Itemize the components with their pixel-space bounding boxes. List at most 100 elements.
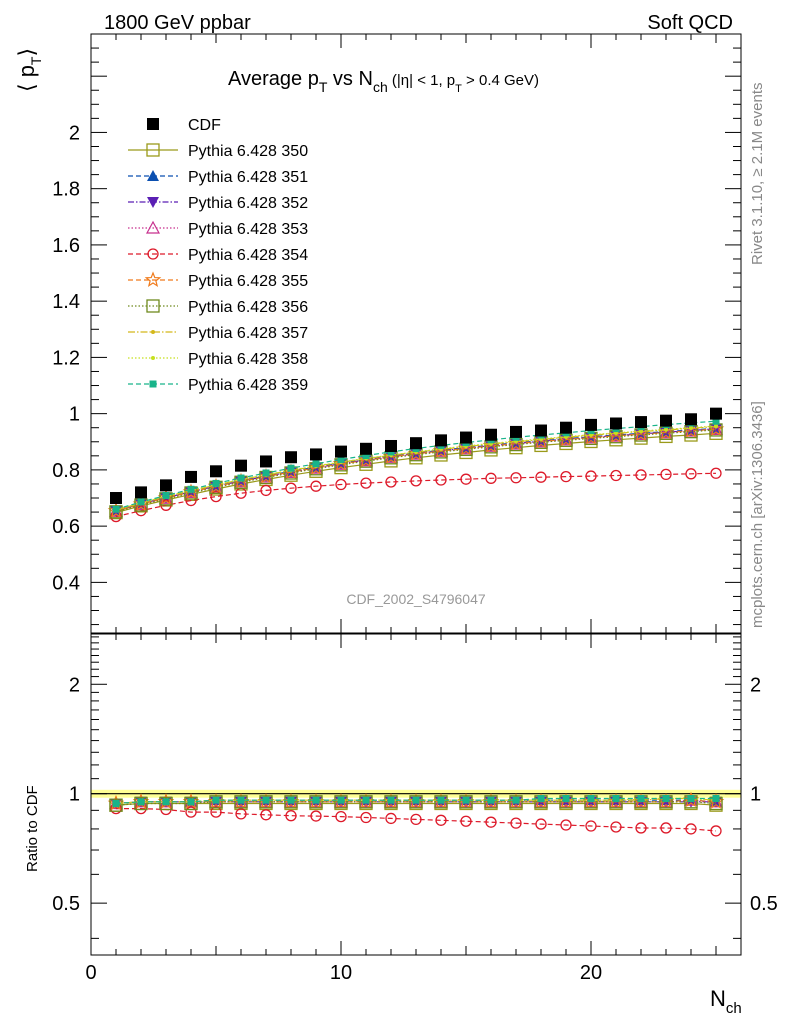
legend-entry: Pythia 6.428 355 bbox=[128, 271, 308, 290]
y-tick-label: 0.8 bbox=[52, 460, 80, 482]
ratio-point bbox=[309, 795, 323, 809]
ratio-point bbox=[262, 796, 270, 804]
legend-label: Pythia 6.428 352 bbox=[188, 195, 308, 212]
data-point bbox=[685, 468, 697, 480]
ratio-y-tick-label: 2 bbox=[69, 674, 80, 696]
ratio-point bbox=[432, 793, 450, 809]
series-pythia-4 bbox=[110, 467, 722, 523]
data-point bbox=[285, 482, 297, 494]
data-point bbox=[460, 473, 472, 485]
ratio-point bbox=[284, 795, 298, 809]
ratio-point bbox=[407, 793, 425, 809]
legend-label: Pythia 6.428 351 bbox=[188, 169, 308, 186]
ratio-point bbox=[312, 796, 320, 804]
data-point bbox=[210, 490, 222, 503]
ratio-point bbox=[712, 795, 720, 803]
ratio-point bbox=[384, 795, 398, 809]
legend: CDF Pythia 6.428 350 Pythia 6.428 351 Pythi… bbox=[128, 117, 308, 394]
ratio-point bbox=[412, 796, 420, 804]
data-point bbox=[362, 452, 370, 460]
legend-label: Pythia 6.428 358 bbox=[188, 351, 308, 368]
x-tick-label: 20 bbox=[580, 962, 602, 984]
watermark-label: CDF_2002_S4796047 bbox=[346, 591, 486, 607]
ratio-series-9 bbox=[112, 795, 720, 807]
data-point bbox=[335, 478, 347, 491]
data-point-cdf bbox=[535, 424, 547, 437]
legend-label: Pythia 6.428 359 bbox=[188, 377, 308, 394]
legend-entry: Pythia 6.428 350 bbox=[128, 143, 308, 160]
data-point bbox=[714, 424, 718, 429]
y-tick-label: 2 bbox=[69, 122, 80, 144]
ratio-point bbox=[159, 796, 173, 811]
ratio-point bbox=[507, 793, 525, 809]
ratio-point bbox=[257, 793, 275, 809]
data-point bbox=[410, 475, 422, 487]
ratio-point bbox=[109, 798, 123, 812]
ratio-y-tick-label-right: 1 bbox=[750, 784, 761, 806]
legend-entry: CDF bbox=[147, 117, 221, 134]
ratio-point bbox=[560, 819, 572, 831]
data-point bbox=[435, 474, 447, 486]
legend-marker bbox=[147, 197, 159, 208]
data-point-cdf bbox=[610, 417, 622, 430]
header-left-label: 1800 GeV ppbar bbox=[104, 12, 251, 34]
ratio-point bbox=[587, 795, 595, 803]
ratio-point bbox=[235, 808, 247, 820]
ratio-point bbox=[382, 793, 400, 809]
legend-entry: Pythia 6.428 353 bbox=[128, 220, 308, 238]
legend-marker bbox=[151, 356, 155, 360]
ratio-panel: 0.5 0.51 12 20 10 20 bbox=[52, 633, 778, 984]
data-point-cdf bbox=[160, 479, 172, 492]
ratio-point bbox=[385, 812, 397, 825]
data-point bbox=[187, 485, 195, 493]
data-point bbox=[610, 469, 622, 482]
ratio-point bbox=[212, 796, 220, 804]
legend-label: Pythia 6.428 353 bbox=[188, 221, 308, 238]
ratio-point bbox=[187, 798, 195, 806]
data-point bbox=[262, 469, 270, 477]
legend-label: CDF bbox=[188, 117, 221, 134]
ratio-point bbox=[710, 825, 722, 837]
ratio-point bbox=[360, 811, 372, 824]
ratio-point bbox=[585, 820, 597, 832]
data-point bbox=[308, 460, 324, 474]
ratio-point bbox=[237, 796, 245, 804]
ratio-point bbox=[460, 815, 472, 827]
data-point-cdf bbox=[385, 439, 397, 452]
ratio-y-tick-label-right: 2 bbox=[750, 674, 761, 696]
x-axis-label: Nch bbox=[710, 986, 742, 1017]
data-point-cdf bbox=[660, 414, 672, 427]
ratio-point bbox=[332, 793, 350, 809]
ratio-point bbox=[657, 793, 675, 809]
ratio-series-4 bbox=[110, 802, 722, 837]
ratio-point bbox=[660, 822, 672, 834]
ratio-point bbox=[184, 796, 198, 811]
data-point bbox=[507, 435, 525, 451]
ratio-point bbox=[532, 793, 550, 809]
legend-label: Pythia 6.428 350 bbox=[188, 143, 308, 160]
ratio-point bbox=[259, 795, 273, 809]
data-point bbox=[482, 437, 500, 454]
x-tick-label: 0 bbox=[85, 962, 96, 984]
ratio-point bbox=[510, 817, 522, 829]
data-point bbox=[287, 464, 295, 472]
data-point bbox=[385, 476, 397, 488]
ratio-point bbox=[234, 795, 248, 809]
data-point bbox=[635, 469, 647, 481]
y-tick-label: 0.4 bbox=[52, 572, 80, 594]
data-point-cdf bbox=[285, 451, 297, 464]
legend-entry: Pythia 6.428 358 bbox=[128, 351, 308, 368]
data-point bbox=[357, 451, 375, 468]
data-point bbox=[407, 445, 425, 461]
ratio-point bbox=[282, 793, 300, 809]
ratio-point bbox=[410, 813, 422, 826]
data-point bbox=[510, 472, 522, 484]
data-point-cdf bbox=[210, 465, 222, 478]
ratio-point bbox=[307, 793, 325, 809]
ratio-point bbox=[462, 796, 470, 804]
ratio-point bbox=[185, 806, 197, 818]
ratio-point bbox=[285, 810, 297, 822]
ratio-point bbox=[210, 806, 222, 818]
ratio-series-6 bbox=[109, 795, 723, 812]
legend-marker bbox=[151, 330, 155, 334]
